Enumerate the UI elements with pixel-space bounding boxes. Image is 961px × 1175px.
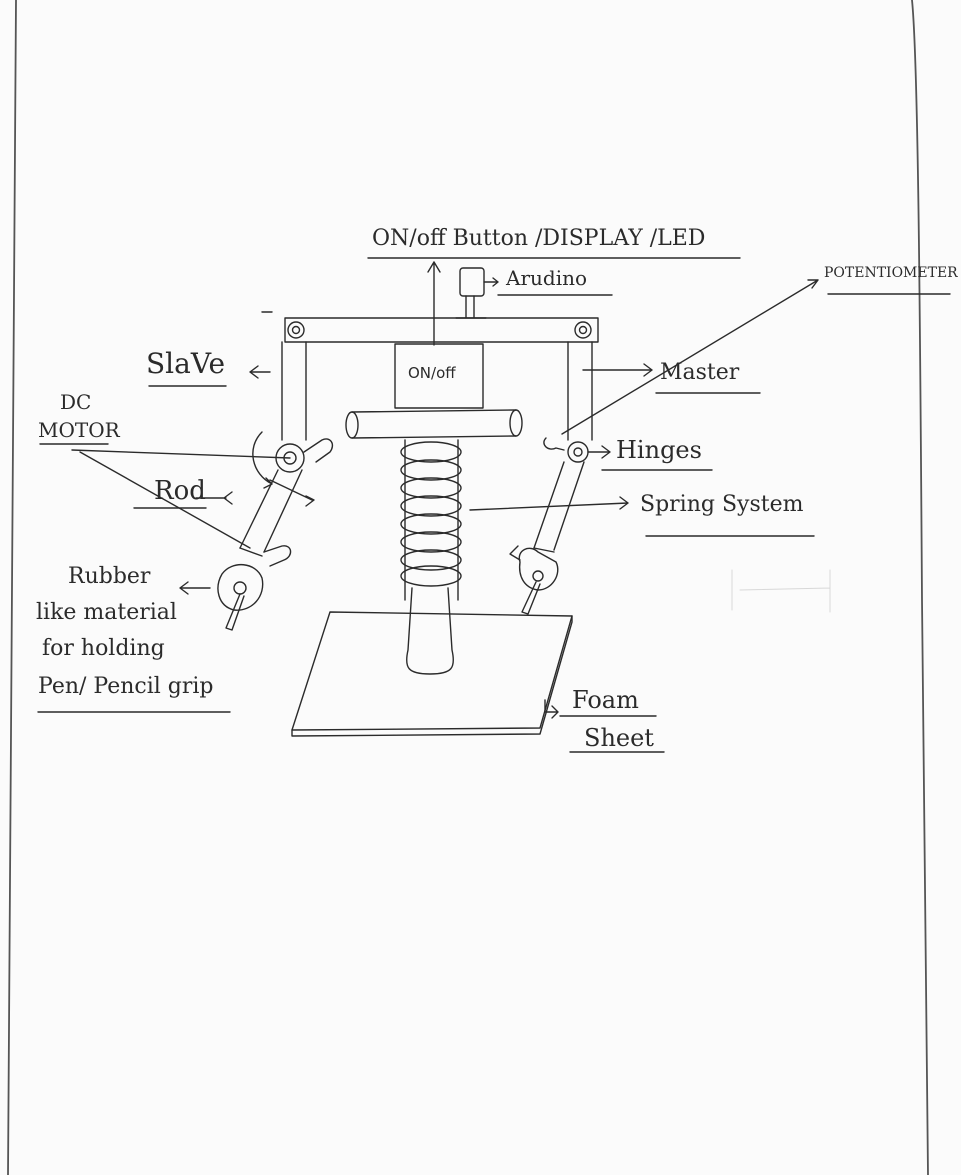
rubber-label-line4: Pen/ Pencil grip xyxy=(38,674,214,699)
spring-coil xyxy=(400,439,629,601)
foam-sheet xyxy=(291,611,573,737)
paper-edge-left xyxy=(7,0,17,1175)
master-arm xyxy=(509,279,819,615)
rubber-label-line2: like material xyxy=(36,600,177,625)
on-off-box-label: ON/off xyxy=(408,364,456,382)
arrow-to-display xyxy=(427,261,441,346)
hinges-label: Hinges xyxy=(616,436,702,464)
paper-edge-right xyxy=(911,0,929,1175)
foam-label-line1: Foam xyxy=(572,686,639,714)
rod-label: Rod xyxy=(154,476,206,506)
master-label: Master xyxy=(660,360,740,385)
master-upright xyxy=(567,341,653,441)
potentiometer-label: POTENTIOMETER xyxy=(824,265,958,281)
top-bar xyxy=(261,311,599,343)
label-underlines xyxy=(37,293,951,753)
spring-system-label: Spring System xyxy=(640,492,804,517)
display-led-label: ON/off Button /DISPLAY /LED xyxy=(372,226,706,251)
foam-label-line2: Sheet xyxy=(584,724,654,752)
on-off-box xyxy=(394,343,484,409)
arduino-label: Arudino xyxy=(506,266,588,290)
slave-upright xyxy=(249,341,307,441)
support-column xyxy=(405,587,455,675)
motor-label: MOTOR xyxy=(38,418,120,442)
rubber-label-line1: Rubber xyxy=(68,564,151,589)
slave-arm xyxy=(71,431,334,631)
rubber-label-line3: for holding xyxy=(42,636,165,661)
cross-tube xyxy=(345,409,523,439)
dc-label: DC xyxy=(60,390,92,414)
faint-mark xyxy=(731,569,831,613)
slave-label: SlaVe xyxy=(146,347,226,380)
arduino-board xyxy=(455,267,499,319)
